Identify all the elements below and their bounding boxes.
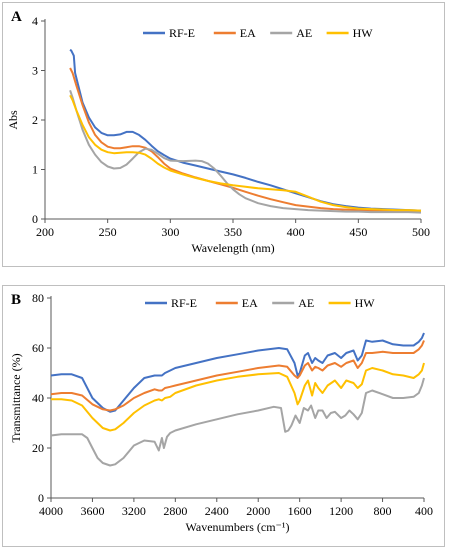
x-tick-label: 300 xyxy=(161,225,179,239)
y-tick-label: 0 xyxy=(38,491,44,505)
y-axis-title: Transmittance (%) xyxy=(9,353,23,442)
y-tick-label: 0 xyxy=(32,212,38,226)
x-tick-label: 350 xyxy=(224,225,242,239)
y-tick-label: 4 xyxy=(32,14,38,28)
legend: RF-E EA AE HW xyxy=(143,26,373,40)
chart-panel-b: B 0 20 40 60 80 4000 3600 3200 2800 2400 2000 1600 12… xyxy=(2,285,445,547)
panel-label: A xyxy=(11,9,22,25)
x-tick-label: 4000 xyxy=(39,504,63,518)
x-tick-label: 1200 xyxy=(329,504,353,518)
series-line-ea xyxy=(50,340,425,412)
y-tick-label: 2 xyxy=(32,113,38,127)
x-tick-label: 400 xyxy=(415,504,433,518)
x-tick-label: 200 xyxy=(36,225,54,239)
x-tick-label: 2000 xyxy=(246,504,270,518)
y-tick-label: 20 xyxy=(32,441,44,455)
x-axis-title: Wavenumbers (cm⁻¹) xyxy=(186,520,290,534)
legend-entry: HW xyxy=(353,26,374,40)
x-tick-label: 500 xyxy=(412,225,430,239)
panel-label: B xyxy=(11,292,21,308)
legend-entry: HW xyxy=(355,296,376,310)
x-tick-label: 3200 xyxy=(122,504,146,518)
y-tick-label: 80 xyxy=(32,291,44,305)
y-axis-title: Abs xyxy=(6,110,20,130)
x-tick-label: 400 xyxy=(287,225,305,239)
y-tick-label: 60 xyxy=(32,341,44,355)
x-tick-label: 450 xyxy=(349,225,367,239)
series-line-ae xyxy=(69,89,422,214)
legend-entry: EA xyxy=(242,296,258,310)
legend-entry: AE xyxy=(298,296,314,310)
series-line-hw xyxy=(51,362,425,432)
y-tick-label: 1 xyxy=(32,163,38,177)
series-line-ae xyxy=(50,377,425,467)
x-tick-label: 800 xyxy=(374,504,392,518)
x-axis-title: Wavelength (nm) xyxy=(191,241,274,255)
ftir-chart: B 0 20 40 60 80 4000 3600 3200 2800 2400 2000 1600 12… xyxy=(9,291,433,534)
legend-entry: RF-E xyxy=(169,26,195,40)
legend: RF-E EA AE HW xyxy=(145,296,375,310)
legend-entry: RF-E xyxy=(171,296,197,310)
y-tick-label: 3 xyxy=(32,64,38,78)
x-tick-label: 3600 xyxy=(80,504,104,518)
uv-vis-chart: A 0 1 2 3 4 200 250 300 350 400 450 500 Wavelength (n… xyxy=(6,9,430,255)
x-tick-label: 2800 xyxy=(163,504,187,518)
x-tick-label: 250 xyxy=(99,225,117,239)
series-line-hw xyxy=(69,94,422,212)
series-line-rf-e xyxy=(50,332,425,413)
y-tick-label: 40 xyxy=(32,391,44,405)
legend-entry: EA xyxy=(240,26,256,40)
x-tick-label: 2400 xyxy=(205,504,229,518)
chart-panel-a: A 0 1 2 3 4 200 250 300 350 400 450 500 Wavelength (n… xyxy=(2,2,445,267)
legend-entry: AE xyxy=(296,26,312,40)
series-line-ea xyxy=(69,67,422,213)
x-tick-label: 1600 xyxy=(288,504,312,518)
